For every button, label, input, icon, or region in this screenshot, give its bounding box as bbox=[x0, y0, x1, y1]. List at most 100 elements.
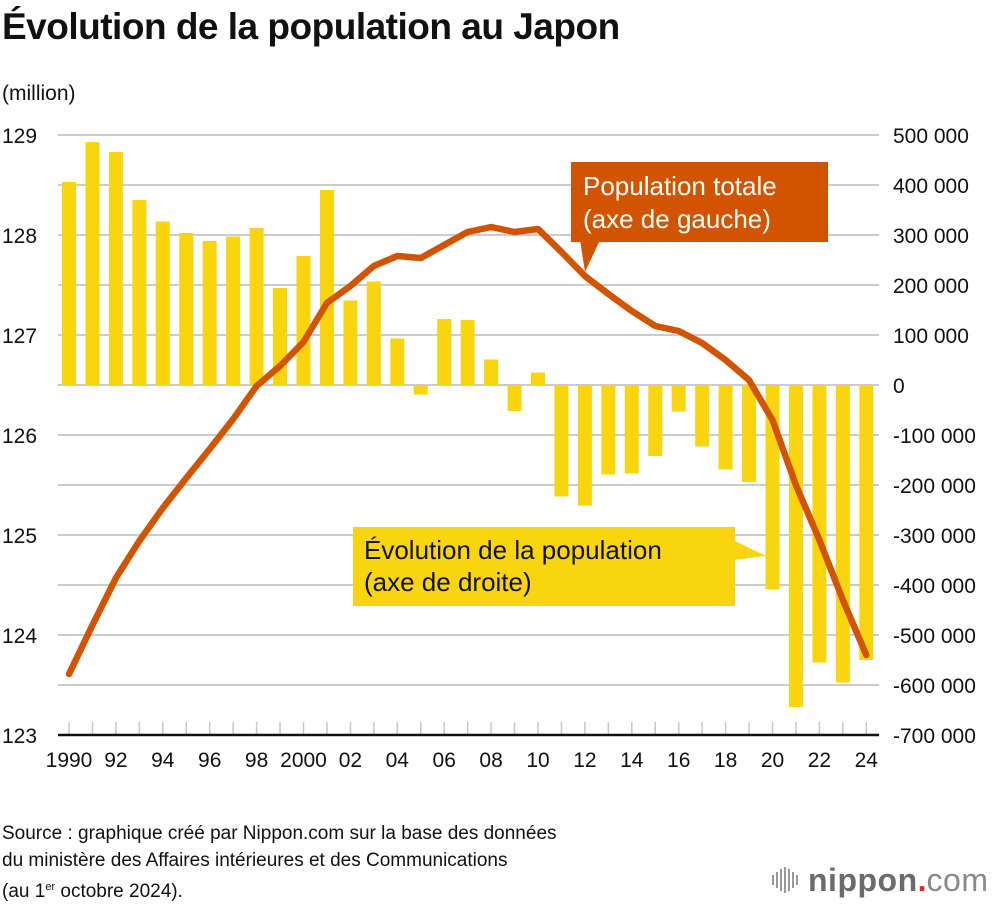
bar-1998 bbox=[249, 228, 264, 385]
bar-1992 bbox=[108, 152, 123, 385]
bar-2005 bbox=[413, 385, 428, 395]
bar-2010 bbox=[531, 372, 545, 385]
x-axis-tick-label: 12 bbox=[573, 749, 596, 772]
left-axis-tick-label: 127 bbox=[2, 325, 37, 348]
logo-suffix: com bbox=[926, 861, 989, 898]
source-line-3-sup: er bbox=[45, 881, 56, 893]
bar-2016 bbox=[671, 385, 686, 412]
left-axis-tick-label: 125 bbox=[2, 525, 37, 548]
bar-2013 bbox=[601, 385, 616, 475]
bar-2004 bbox=[390, 338, 405, 385]
bar-2017 bbox=[695, 385, 710, 447]
left-axis-tick-label: 124 bbox=[2, 625, 37, 648]
bar-2000 bbox=[296, 256, 311, 385]
bar-1994 bbox=[155, 221, 170, 385]
callout-pointer bbox=[733, 540, 766, 560]
right-axis-tick-label: 400 000 bbox=[893, 175, 969, 198]
left-axis-unit-label: (million) bbox=[2, 82, 76, 105]
logo-dot: . bbox=[917, 861, 927, 898]
right-axis-tick-label: -500 000 bbox=[893, 625, 976, 648]
left-axis-tick-label: 123 bbox=[2, 725, 37, 748]
x-axis-tick-label: 98 bbox=[245, 749, 268, 772]
x-axis-tick-label: 22 bbox=[808, 749, 831, 772]
logo-name: nippon bbox=[808, 861, 918, 898]
x-axis-tick-label: 08 bbox=[479, 749, 502, 772]
bar-2002 bbox=[343, 300, 358, 385]
chart-canvas: 1990 92 94 96 98 2000 02 04 06 08 10 12 14 16 18 20 22 24… bbox=[2, 125, 976, 772]
bar-2024 bbox=[859, 385, 874, 660]
bar-2001 bbox=[319, 190, 334, 385]
x-axis-tick-label: 02 bbox=[339, 749, 362, 772]
callout-pointer bbox=[580, 240, 600, 272]
source-line-2: du ministère des Affaires intérieures et… bbox=[2, 850, 508, 871]
source-line-1: Source : graphique créé par Nippon.com s… bbox=[2, 823, 557, 844]
bar-2014 bbox=[624, 385, 639, 474]
right-axis-tick-label: 200 000 bbox=[893, 275, 969, 298]
x-axis: 1990 92 94 96 98 2000 02 04 06 08 10 12 14 16 18 20 22 24 bbox=[46, 722, 879, 772]
x-axis-tick-label: 92 bbox=[104, 749, 127, 772]
x-axis-tick-label: 24 bbox=[855, 749, 879, 772]
right-axis-tick-label: -300 000 bbox=[893, 525, 976, 548]
right-axis-tick-label: 500 000 bbox=[893, 125, 969, 148]
source-line-3-pre: (au 1 bbox=[2, 881, 46, 902]
callout-evolution-population: Évolution de la population(axe de droite… bbox=[353, 527, 766, 606]
callout-text: (axe de droite) bbox=[364, 567, 532, 597]
bar-2009 bbox=[507, 385, 522, 411]
right-axis-tick-label: 0 bbox=[893, 375, 905, 398]
callout-text: (axe de gauche) bbox=[583, 204, 771, 234]
callout-text: Population totale bbox=[583, 171, 777, 201]
left-axis-tick-label: 126 bbox=[2, 425, 37, 448]
source-note: Source : graphique créé par Nippon.com s… bbox=[2, 820, 557, 905]
x-axis-tick-label: 18 bbox=[714, 749, 737, 772]
bar-2023 bbox=[835, 385, 850, 683]
callout-text: Évolution de la population bbox=[364, 535, 662, 565]
bar-1995 bbox=[179, 233, 194, 385]
callout-box bbox=[353, 527, 735, 606]
x-axis-tick-label: 2000 bbox=[280, 749, 327, 772]
nippon-logo: nippon. com bbox=[772, 862, 988, 898]
bar-series bbox=[62, 142, 874, 707]
bar-2012 bbox=[577, 385, 592, 506]
source-line-3: (au 1er octobre 2024). bbox=[2, 874, 557, 905]
left-axis: 129 128 127 126 125 124 123 bbox=[2, 125, 37, 748]
right-axis-tick-label: -400 000 bbox=[893, 575, 976, 598]
bar-1993 bbox=[132, 200, 147, 385]
bar-2008 bbox=[484, 359, 499, 385]
bar-2015 bbox=[648, 385, 663, 456]
callout-population-totale: Population totale(axe de gauche) bbox=[571, 162, 828, 272]
left-axis-tick-label: 128 bbox=[2, 225, 37, 248]
right-axis-tick-label: -700 000 bbox=[893, 725, 976, 748]
bar-1990 bbox=[62, 182, 76, 385]
right-axis-tick-label: 300 000 bbox=[893, 225, 969, 248]
right-axis-tick-label: -100 000 bbox=[893, 425, 976, 448]
x-axis-tick-label: 94 bbox=[151, 749, 175, 772]
chart-title: Évolution de la population au Japon bbox=[2, 6, 620, 47]
x-axis-tick-label: 04 bbox=[386, 749, 410, 772]
bar-2007 bbox=[460, 320, 475, 385]
bar-1991 bbox=[85, 142, 100, 385]
bar-1996 bbox=[202, 241, 217, 385]
x-axis-tick-label: 14 bbox=[620, 749, 644, 772]
bar-2021 bbox=[788, 385, 803, 707]
bar-2018 bbox=[718, 385, 733, 470]
line-series bbox=[65, 223, 870, 678]
bar-2019 bbox=[742, 385, 757, 482]
x-axis-tick-label: 10 bbox=[526, 749, 549, 772]
right-axis-tick-label: 100 000 bbox=[893, 325, 969, 348]
x-axis-tick-label: 20 bbox=[761, 749, 784, 772]
bar-2003 bbox=[366, 281, 381, 385]
right-axis-tick-label: -600 000 bbox=[893, 675, 976, 698]
left-axis-tick-label: 129 bbox=[2, 125, 37, 148]
right-axis: 500 000 400 000 300 000 200 000 100 000 0 -100… bbox=[893, 125, 976, 748]
callout-box bbox=[571, 162, 828, 242]
x-axis-tick-label: 16 bbox=[667, 749, 690, 772]
bar-1997 bbox=[226, 236, 241, 385]
source-line-3-post: octobre 2024). bbox=[55, 881, 183, 902]
bar-2011 bbox=[554, 385, 569, 497]
x-axis-tick-label: 06 bbox=[433, 749, 456, 772]
bar-2022 bbox=[812, 385, 827, 663]
x-axis-tick-label: 96 bbox=[198, 749, 221, 772]
right-axis-tick-label: -200 000 bbox=[893, 475, 976, 498]
x-axis-tick-label: 1990 bbox=[46, 749, 93, 772]
sound-wave-icon bbox=[772, 867, 798, 893]
